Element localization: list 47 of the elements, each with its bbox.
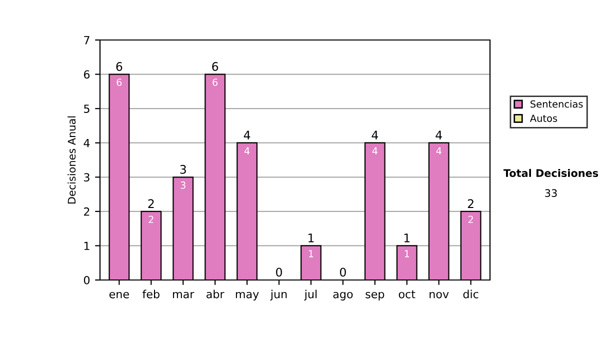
total-label: 1 — [404, 234, 410, 242]
legend-label: Sentencias — [530, 100, 583, 108]
data-label: 1 — [404, 250, 410, 258]
legend-label: Autos — [530, 114, 558, 122]
total-label: 1 — [308, 234, 314, 242]
text: 33 — [545, 189, 557, 198]
data-label: 4 — [436, 147, 442, 154]
data-label: 2 — [468, 216, 473, 223]
x-tick-label: nov — [430, 292, 449, 298]
x-tick-label: jun — [270, 290, 287, 300]
y-tick-label: 1 — [84, 242, 90, 250]
y-tick-label: 3 — [84, 173, 90, 182]
total-label: 4 — [244, 130, 250, 140]
x-tick-label: may — [236, 292, 259, 300]
y-tick-label: 4 — [84, 138, 90, 148]
y-tick-label: 0 — [84, 276, 90, 284]
x-tick-label: sep — [366, 292, 384, 300]
x-tick-label: jul — [304, 290, 317, 300]
y-axis-title: Decisiones Anual — [68, 116, 76, 204]
total-label: 2 — [468, 199, 474, 208]
x-tick-label: ago — [333, 292, 353, 300]
data-label: 3 — [180, 181, 186, 189]
x-tick-label: ene — [109, 292, 129, 298]
data-label: 2 — [148, 216, 154, 223]
x-tick-label: oct — [398, 290, 416, 298]
x-tick-label: dic — [463, 290, 478, 298]
text: Total Decisiones — [503, 168, 598, 178]
total-label: 3 — [180, 164, 186, 174]
data-label: 4 — [372, 147, 378, 154]
data-label: 6 — [212, 78, 218, 86]
data-label: 1 — [308, 250, 314, 258]
total-label: 6 — [212, 62, 218, 71]
total-label: 0 — [340, 268, 346, 277]
y-tick-label: 5 — [84, 104, 90, 113]
data-label: 4 — [244, 147, 250, 154]
y-tick-label: 6 — [84, 70, 90, 79]
data-label: 6 — [116, 78, 122, 86]
y-tick-label: 7 — [84, 36, 90, 44]
total-label: 4 — [372, 130, 378, 140]
x-tick-label: abr — [206, 290, 224, 298]
y-tick-label: 2 — [84, 207, 90, 216]
x-tick-label: mar — [173, 292, 194, 298]
total-label: 4 — [436, 130, 442, 140]
total-label: 2 — [148, 199, 154, 208]
total-label: 6 — [116, 62, 122, 71]
total-label: 0 — [276, 268, 282, 277]
x-tick-label: feb — [142, 290, 160, 298]
